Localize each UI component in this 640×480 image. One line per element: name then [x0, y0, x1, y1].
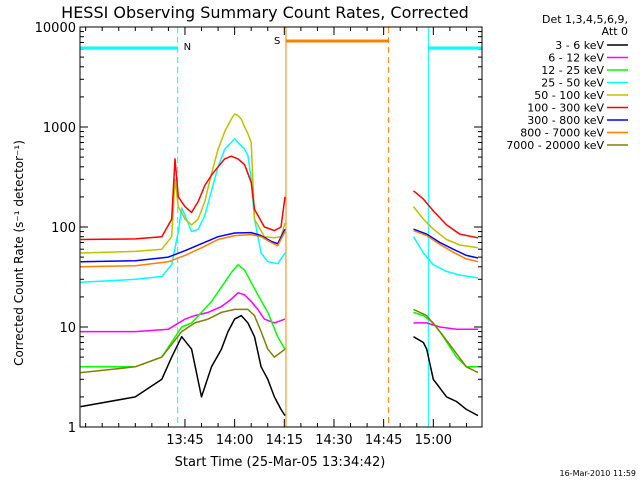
series-line [413, 228, 479, 259]
legend-label: 6 - 12 keV [548, 52, 604, 65]
night-annotation: N [184, 42, 191, 53]
legend-label: 25 - 50 keV [541, 77, 604, 90]
legend-header: Det 1,3,4,5,6,9, [542, 13, 628, 26]
y-tick-label: 1 [68, 421, 76, 436]
series-line [413, 229, 479, 263]
legend-label: 12 - 25 keV [541, 64, 604, 77]
legend-label: 7000 - 20000 keV [506, 139, 604, 152]
series-line [80, 113, 286, 254]
chart-title: HESSI Observing Summary Count Rates, Cor… [61, 3, 469, 22]
legend-label: 300 - 800 keV [527, 114, 604, 127]
series-line [80, 308, 286, 374]
series-line [413, 190, 479, 239]
y-tick-label: 1000 [43, 121, 76, 136]
series-line [413, 322, 478, 330]
legend-label: 50 - 100 keV [534, 89, 604, 102]
y-tick-label: 10 [59, 321, 76, 336]
series-line [412, 236, 479, 279]
x-tick-label: 14:45 [365, 433, 402, 448]
y-tick-label: 100 [51, 221, 76, 236]
series-line [412, 206, 479, 249]
series-line [80, 231, 286, 268]
legend-header: Att 0 [602, 25, 628, 38]
series-line [80, 314, 286, 417]
series-line [80, 228, 286, 263]
x-tick-label: 14:15 [266, 433, 303, 448]
series-line [80, 138, 286, 284]
series-line [80, 292, 286, 333]
x-tick-label: 14:00 [216, 433, 253, 448]
plot-frame [79, 26, 483, 428]
x-tick-label: 13:45 [166, 433, 203, 448]
legend-label: 3 - 6 keV [555, 39, 604, 52]
timestamp: 16-Mar-2010 11:59 [560, 469, 637, 478]
series-line [80, 155, 286, 241]
series-line [413, 336, 479, 417]
x-tick-label: 14:30 [315, 433, 352, 448]
legend-label: 100 - 300 keV [527, 102, 604, 115]
x-tick-label: 15:00 [415, 433, 452, 448]
series-line [80, 263, 286, 368]
y-tick-label: 10000 [35, 21, 76, 36]
y-axis-label: Corrected Count Rate (s⁻¹ detector⁻¹) [12, 140, 26, 366]
series-line [413, 308, 479, 374]
legend-label: 800 - 7000 keV [520, 127, 604, 140]
saa-annotation: S [274, 36, 280, 47]
plot-layer: 1 10 100 1000 10000 13:45 14:00 14:15 14:30 14:45… [35, 21, 483, 448]
x-axis-label: Start Time (25-Mar-05 13:34:42) [175, 455, 386, 470]
